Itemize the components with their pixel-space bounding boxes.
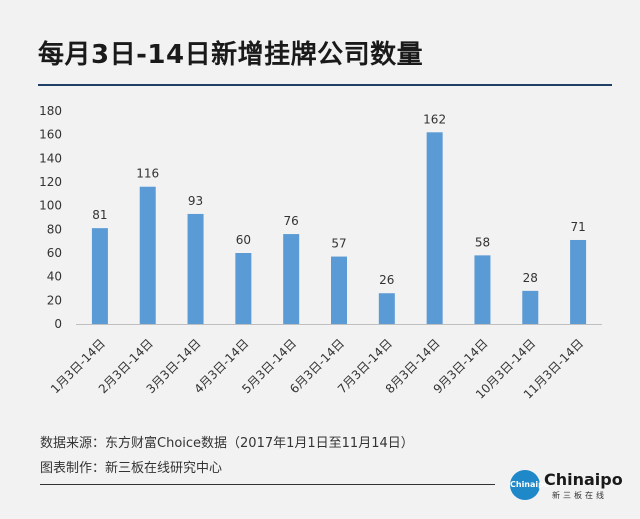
- bar: [426, 132, 443, 324]
- bar: [570, 239, 587, 324]
- bar: [522, 290, 539, 324]
- bar: [91, 228, 108, 324]
- bar: [235, 253, 252, 324]
- data-label: 76: [284, 214, 299, 228]
- footer-divider: [40, 484, 495, 485]
- logo-subtitle: 新三板在线: [552, 491, 607, 500]
- bar: [474, 255, 491, 324]
- data-label: 57: [331, 237, 346, 251]
- bar: [378, 293, 395, 324]
- y-tick-label: 120: [39, 175, 62, 189]
- logo-badge-icon: Chinaipo: [510, 470, 549, 500]
- chart-credit: 图表制作：新三板在线研究中心: [40, 461, 223, 476]
- logo-name: Chinaipo: [544, 470, 623, 489]
- title-divider: [38, 84, 612, 86]
- bar: [331, 256, 347, 324]
- bar-chart: 020406080100120140160180811月3日-14日1162月3…: [39, 104, 602, 402]
- data-label: 81: [92, 208, 107, 222]
- y-tick-label: 100: [39, 199, 62, 213]
- data-label: 162: [423, 112, 446, 126]
- y-tick-label: 140: [39, 151, 62, 165]
- y-tick-label: 180: [39, 104, 62, 118]
- y-tick-label: 20: [47, 293, 62, 307]
- chart-title: 每月3日-14日新增挂牌公司数量: [38, 40, 424, 70]
- bar: [283, 234, 300, 324]
- data-label: 116: [136, 167, 159, 181]
- data-label: 60: [236, 233, 251, 247]
- data-label: 58: [475, 235, 490, 249]
- y-tick-label: 0: [54, 317, 62, 331]
- data-label: 28: [523, 271, 538, 285]
- data-label: 26: [379, 273, 394, 287]
- chinaipo-logo: Chinaipo Chinaipo 新三板在线: [510, 470, 623, 502]
- y-tick-label: 80: [47, 222, 62, 236]
- y-tick-label: 60: [47, 246, 62, 260]
- data-label: 71: [570, 220, 585, 234]
- y-tick-label: 40: [47, 270, 62, 284]
- y-tick-label: 160: [39, 128, 62, 142]
- bar: [187, 213, 204, 324]
- data-label: 93: [188, 194, 203, 208]
- data-source: 数据来源：东方财富Choice数据（2017年1月1日至11月14日）: [40, 436, 414, 451]
- bar: [139, 186, 156, 324]
